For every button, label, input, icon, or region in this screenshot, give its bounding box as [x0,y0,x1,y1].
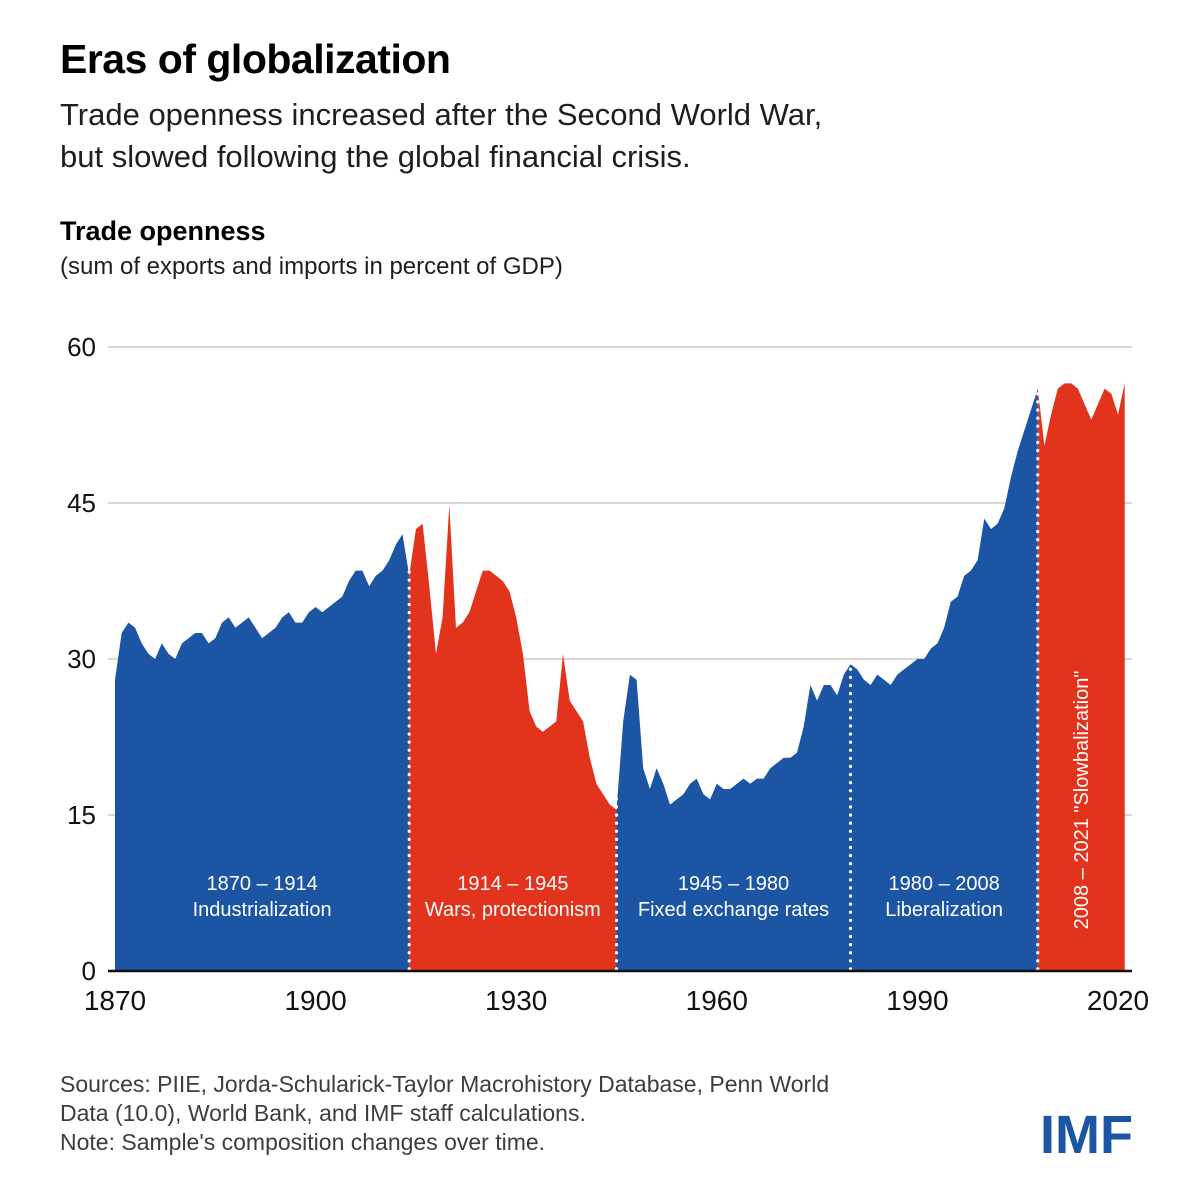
y-tick-label: 60 [67,332,96,362]
era-area-1914 [409,505,617,971]
era-label: 1945 – 1980 [678,873,789,895]
subtitle-line-2: but slowed following the global financia… [60,139,691,175]
y-tick-label: 0 [82,956,96,986]
era-area-1980 [850,388,1038,972]
chart-title: Trade openness [60,216,266,246]
x-tick-label: 1930 [485,985,547,1016]
x-tick-label: 1870 [84,985,146,1016]
chart-heading: Trade openness (sum of exports and impor… [60,216,563,281]
era-label: Industrialization [193,899,332,921]
trade-openness-chart: 0 15 30 45 60 1870 1900 1930 1960 1990 2020 1870 – … [67,332,1149,1016]
x-tick-label: 2020 [1087,985,1149,1016]
era-label: 1980 – 2008 [889,873,1000,895]
era-label: 1870 – 1914 [206,873,317,895]
imf-logo: IMF [1040,1105,1133,1165]
era-label: Liberalization [885,899,1003,921]
era-area-1870 [115,534,410,971]
y-tick-label: 45 [67,488,96,518]
y-tick-label: 30 [67,644,96,674]
era-area-1945 [616,664,851,971]
page-title: Eras of globalization [60,36,451,82]
era-area-2008 [1037,383,1125,971]
sources-line-2: Data (10.0), World Bank, and IMF staff c… [60,1099,586,1126]
x-tick-label: 1960 [686,985,748,1016]
era-label: Wars, protectionism [425,899,601,921]
note-line: Note: Sample's composition changes over … [60,1128,546,1155]
x-tick-label: 1900 [284,985,346,1016]
x-tick-label: 1990 [886,985,948,1016]
subtitle-line-1: Trade openness increased after the Secon… [60,97,823,132]
era-label: Fixed exchange rates [638,899,829,921]
sources-line-1: Sources: PIIE, Jorda-Schularick-Taylor M… [60,1071,830,1097]
footer: Sources: PIIE, Jorda-Schularick-Taylor M… [60,1070,829,1157]
chart-units: (sum of exports and imports in percent o… [60,253,563,280]
y-tick-label: 15 [67,800,96,830]
era-label-vertical: 2008 – 2021 "Slowbalization" [1071,671,1093,930]
page-subtitle: Trade openness increased after the Secon… [60,94,822,178]
era-label: 1914 – 1945 [457,873,568,895]
